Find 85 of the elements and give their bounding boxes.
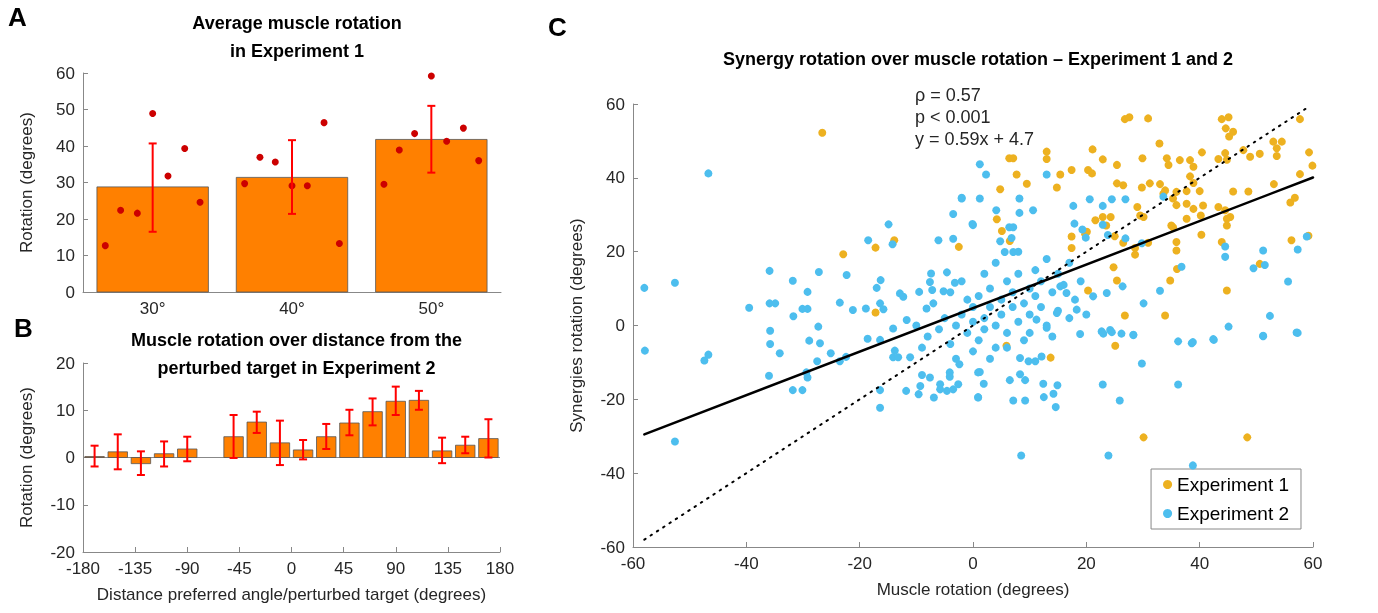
y-axis-title: Rotation (degrees) (17, 112, 36, 253)
point (475, 157, 483, 165)
y-tick-label: 40 (606, 168, 625, 188)
bar (385, 400, 406, 458)
chart-title: Average muscle rotation in Experiment 1 (192, 13, 402, 61)
bar (130, 457, 152, 465)
point (380, 180, 388, 188)
x-tick-label: -45 (227, 559, 252, 578)
x-tick-label: 40 (1190, 554, 1210, 573)
point (395, 146, 403, 154)
y-tick-label: -40 (600, 463, 625, 483)
y-tick-label: 50 (56, 100, 75, 119)
y-tick-label: 20 (56, 353, 75, 373)
y-tick-label: -20 (600, 389, 625, 409)
legend-label: Experiment 1 (1177, 474, 1290, 495)
bar (107, 451, 128, 458)
x-tick-label: 135 (433, 559, 463, 578)
x-tick-label: -20 (847, 554, 872, 573)
point (271, 158, 279, 166)
y-tick-label: 60 (56, 63, 75, 83)
y-axis-title: Rotation (degrees) (17, 387, 36, 528)
y-tick-label: 0 (615, 316, 625, 335)
bar (153, 453, 175, 458)
y-tick-label: 10 (56, 400, 75, 420)
legend-label: Experiment 2 (1177, 503, 1290, 524)
y-tick-label: 40 (56, 136, 75, 156)
x-tick-label: 40° (279, 299, 305, 318)
bar (375, 139, 488, 293)
y-tick-label: 10 (56, 246, 75, 265)
y-axis-title: Synergies rotation (degrees) (567, 218, 586, 433)
point (241, 180, 249, 188)
x-axis-title: Muscle rotation (degrees) (876, 580, 1070, 599)
y-tick-label: 20 (606, 242, 625, 262)
bar (246, 421, 267, 458)
y-tick-label: 60 (606, 94, 625, 114)
x-tick-label: -90 (174, 559, 200, 578)
bar (339, 422, 360, 458)
y-tick-label: 0 (65, 448, 75, 467)
chart-title: Muscle rotation over distance from the perturbed target in Experiment 2 (130, 330, 463, 378)
point (196, 198, 204, 206)
x-tick-label: 60 (1303, 554, 1323, 573)
x-tick-label: 0 (286, 559, 297, 578)
point (427, 72, 435, 80)
point (149, 110, 157, 118)
point (101, 242, 109, 250)
x-tick-label: -40 (734, 554, 759, 573)
bar (362, 411, 383, 458)
x-tick-label: 50° (418, 299, 445, 318)
text: B (14, 313, 33, 343)
point (411, 130, 419, 138)
point (443, 137, 451, 145)
bar (96, 186, 209, 293)
text: C (548, 12, 567, 42)
y-tick-label: 0 (65, 282, 75, 302)
y-tick-label: -10 (50, 495, 75, 515)
annotation: y = 0.59x + 4.7 (915, 129, 1035, 149)
chart-title: Synergy rotation over muscle rotation – Experiment 1 and 2 (722, 49, 1234, 69)
x-axis-title: Distance preferred angle/perturbed target (degrees) (96, 585, 487, 604)
bar (235, 176, 349, 293)
x-tick-label: -135 (118, 559, 153, 578)
x-tick-label: -180 (65, 559, 101, 578)
x-tick-label: 45 (334, 559, 354, 578)
point (133, 209, 141, 217)
point (320, 119, 328, 127)
bar (269, 442, 291, 458)
point (303, 182, 311, 190)
y-tick-label: -60 (600, 537, 625, 557)
x-tick-label: 180 (485, 559, 515, 578)
point (117, 206, 125, 214)
bar (408, 399, 430, 458)
text: A (8, 2, 27, 32)
point (335, 239, 343, 247)
annotation: p < 0.001 (915, 107, 991, 127)
x-tick-label: 30° (139, 299, 166, 318)
x-tick-label: -60 (620, 554, 646, 573)
x-tick-label: 20 (1076, 554, 1096, 573)
annotation: ρ = 0.57 (915, 85, 981, 105)
point (181, 145, 189, 153)
x-tick-label: 0 (968, 554, 978, 573)
bar (316, 436, 337, 458)
y-tick-label: 20 (56, 209, 75, 229)
y-tick-label: 30 (56, 173, 75, 192)
point (256, 153, 264, 161)
point (459, 124, 467, 132)
x-tick-label: 90 (386, 559, 406, 578)
